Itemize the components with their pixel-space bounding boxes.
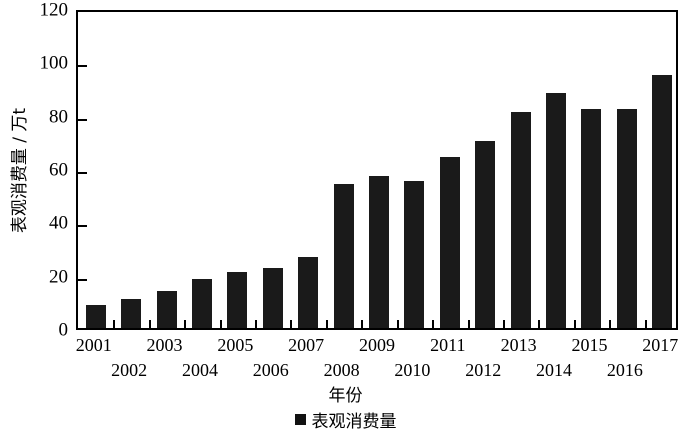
bar-series-apparent-consumption	[78, 12, 676, 328]
x-tick-mark	[538, 320, 541, 328]
y-tick-label: 40	[49, 212, 68, 234]
x-tick-mark	[432, 320, 435, 328]
x-tick-label: 2006	[252, 360, 289, 380]
bar	[404, 181, 425, 328]
y-tick-label: 120	[39, 0, 69, 21]
legend-square-icon	[294, 414, 306, 425]
x-tick-label: 2011	[430, 335, 466, 355]
y-tick-label: 0	[58, 319, 69, 341]
x-tick-label: 2015	[571, 335, 608, 355]
bar	[581, 109, 602, 328]
x-tick-label: 2003	[146, 335, 183, 355]
x-tick-label: 2013	[500, 335, 537, 355]
y-tick-mark	[78, 278, 87, 281]
y-axis-tick-labels: 0 20 40 60 80 100 120	[30, 0, 74, 340]
bar	[369, 176, 389, 328]
x-tick-label: 2017	[642, 335, 679, 355]
x-tick-mark	[609, 320, 612, 328]
bar	[652, 74, 673, 328]
x-axis-title: 年份	[328, 386, 363, 406]
bar	[262, 268, 283, 328]
x-tick-label: 2002	[111, 360, 148, 380]
y-tick-label: 60	[49, 159, 68, 181]
legend-label: 表观消费量	[311, 412, 397, 432]
x-tick-mark	[184, 320, 187, 328]
x-tick-label: 2007	[288, 335, 325, 355]
bar	[191, 278, 212, 328]
x-tick-mark	[644, 320, 647, 328]
bar	[227, 272, 248, 328]
x-tick-mark	[396, 320, 399, 328]
x-tick-label: 2014	[536, 360, 573, 380]
y-axis-tick-marks	[78, 12, 676, 328]
x-tick-mark	[573, 320, 576, 328]
x-tick-label: 2016	[606, 360, 643, 380]
x-tick-label: 2009	[359, 335, 395, 355]
bar	[510, 112, 531, 328]
y-axis-title-text: 表观消费量 / 万t	[10, 107, 31, 233]
bar	[475, 141, 496, 328]
y-tick-label: 100	[39, 52, 69, 74]
bar	[546, 93, 567, 328]
x-tick-mark	[255, 320, 258, 328]
x-tick-label: 2012	[465, 360, 502, 380]
x-tick-label: 2008	[323, 360, 360, 380]
x-tick-mark	[467, 320, 470, 328]
bar	[156, 290, 177, 328]
bar	[616, 109, 637, 328]
x-tick-mark	[290, 320, 293, 328]
y-tick-mark	[78, 172, 87, 174]
x-tick-label: 2001	[75, 335, 112, 355]
bar	[298, 257, 319, 328]
y-tick-label: 20	[49, 266, 68, 288]
x-tick-label: 2010	[394, 360, 431, 380]
bar	[439, 157, 460, 328]
x-tick-mark	[361, 320, 364, 328]
x-tick-label: 2004	[181, 360, 218, 380]
x-tick-mark	[219, 320, 222, 328]
bar	[121, 298, 142, 328]
x-tick-mark	[502, 320, 505, 328]
x-tick-mark	[148, 320, 151, 328]
bar	[333, 184, 354, 328]
bar	[85, 305, 106, 328]
x-tick-label: 2005	[217, 335, 254, 355]
chart-legend: 表观消费量	[0, 407, 691, 432]
x-axis-tick-labels: 2001 2002 2003 2004 2005 2006 2007 2008 2009 2010…	[75, 332, 679, 384]
y-tick-mark	[78, 225, 87, 228]
y-tick-mark	[78, 65, 87, 68]
x-axis-tick-marks	[78, 12, 676, 328]
y-tick-mark	[78, 118, 87, 121]
y-tick-label: 80	[49, 106, 68, 128]
x-tick-mark	[113, 320, 116, 328]
plot-area	[76, 10, 678, 330]
x-tick-mark	[325, 320, 328, 328]
